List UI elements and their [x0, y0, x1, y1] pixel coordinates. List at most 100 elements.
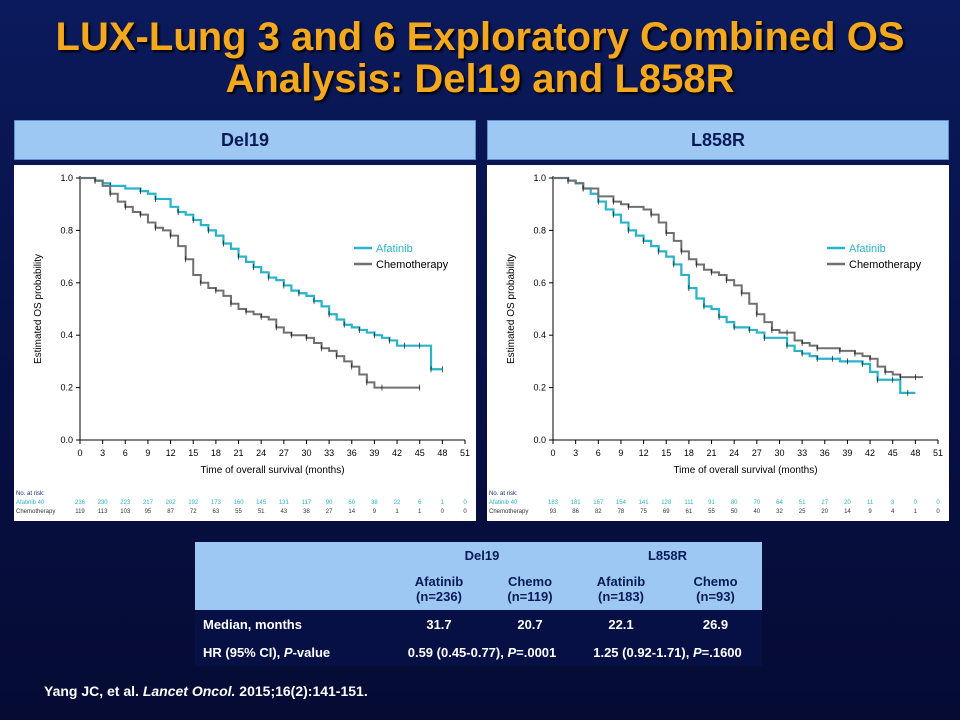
column-header: Afatinib (n=183) — [573, 568, 669, 610]
x-tick-label: 24 — [729, 448, 739, 458]
x-tick-label: 48 — [910, 448, 920, 458]
at-risk-value: 3 — [891, 500, 895, 506]
at-risk-value: 6 — [418, 500, 422, 506]
x-tick-label: 21 — [234, 448, 244, 458]
x-tick-label: 30 — [301, 448, 311, 458]
at-risk-value: 1 — [418, 509, 422, 515]
x-tick-label: 0 — [550, 448, 555, 458]
median-value: 22.1 — [573, 610, 669, 638]
at-risk-value: 145 — [256, 500, 267, 506]
x-tick-label: 33 — [324, 448, 334, 458]
at-risk-value: 14 — [348, 509, 355, 515]
at-risk-value: 22 — [394, 500, 401, 506]
y-tick-label: 1.0 — [60, 173, 73, 183]
hr-row-label: HR (95% CI), P-value — [195, 638, 391, 666]
km-chart-svg: 0 3 6 9 12 15 18 21 24 27 30 33 36 39 42 45 48 510.00.20.… — [16, 173, 470, 515]
y-tick-label: 0.8 — [60, 225, 73, 235]
km-curve-afatinib — [80, 176, 443, 371]
at-risk-value: 230 — [98, 500, 109, 506]
at-risk-value: 202 — [166, 500, 177, 506]
slide-title-line-1: LUX-Lung 3 and 6 Exploratory Combined OS — [55, 15, 905, 59]
km-chart-svg: 0 3 6 9 12 15 18 21 24 27 30 33 36 39 42 45 48 510.00.20.… — [489, 173, 943, 515]
hr-value-l858r: 1.25 (0.92-1.71), P=.1600 — [573, 638, 762, 666]
x-tick-label: 24 — [256, 448, 266, 458]
at-risk-value: 91 — [708, 500, 715, 506]
at-risk-value: 55 — [235, 509, 242, 515]
hr-row: HR (95% CI), P-value 0.59 (0.45-0.77), P… — [195, 638, 762, 666]
median-value: 20.7 — [487, 610, 573, 638]
at-risk-value: 0 — [463, 509, 467, 515]
x-tick-label: 36 — [347, 448, 357, 458]
at-risk-value: 27 — [821, 500, 828, 506]
x-tick-label: 18 — [211, 448, 221, 458]
y-tick-label: 0.0 — [60, 435, 73, 445]
y-tick-label: 0.0 — [533, 435, 546, 445]
at-risk-value: 9 — [868, 509, 872, 515]
x-tick-label: 3 — [100, 448, 105, 458]
at-risk-value: 78 — [618, 509, 625, 515]
del19-panel-header: Del19 — [14, 120, 476, 160]
y-tick-label: 0.8 — [533, 225, 546, 235]
x-tick-label: 39 — [842, 448, 852, 458]
at-risk-value: 117 — [302, 500, 312, 506]
at-risk-value: 43 — [280, 509, 287, 515]
at-risk-value: 38 — [303, 509, 310, 515]
at-risk-value: 86 — [572, 509, 579, 515]
group-header-del19: Del19 — [391, 542, 573, 568]
at-risk-value: 1 — [441, 500, 445, 506]
l858r-panel-label: L858R — [690, 129, 746, 150]
at-risk-value: 60 — [348, 500, 355, 506]
at-risk-value: 50 — [731, 509, 738, 515]
x-axis-title: Time of overall survival (months) — [200, 465, 344, 476]
y-axis-title: Estimated OS probability — [33, 254, 44, 364]
at-risk-value: 181 — [571, 500, 582, 506]
median-value: 26.9 — [669, 610, 762, 638]
at-risk-value: 0 — [936, 500, 940, 506]
at-risk-value: 14 — [844, 509, 851, 515]
at-risk-value: 80 — [731, 500, 738, 506]
at-risk-value: 51 — [258, 509, 265, 515]
x-tick-label: 30 — [774, 448, 784, 458]
at-risk-value: 40 — [753, 509, 760, 515]
at-risk-value: 167 — [593, 500, 604, 506]
at-risk-value: 154 — [616, 500, 627, 506]
x-tick-label: 3 — [573, 448, 578, 458]
y-tick-label: 1.0 — [533, 173, 546, 183]
at-risk-value: 173 — [211, 500, 222, 506]
del19-panel-label: Del19 — [220, 129, 270, 150]
x-tick-label: 15 — [661, 448, 671, 458]
at-risk-value: 90 — [326, 500, 333, 506]
at-risk-value: 119 — [75, 509, 85, 515]
at-risk-value: 64 — [776, 500, 783, 506]
median-row-label: Median, months — [195, 610, 391, 638]
x-tick-label: 36 — [820, 448, 830, 458]
slide-title-line-2: Analysis: Del19 and L858R — [225, 57, 735, 101]
x-tick-label: 6 — [123, 448, 128, 458]
at-risk-value: 1 — [395, 509, 399, 515]
at-risk-value: 1 — [914, 509, 918, 515]
at-risk-value: 69 — [663, 509, 670, 515]
at-risk-value: 4 — [891, 509, 895, 515]
at-risk-value: 223 — [120, 500, 131, 506]
x-tick-label: 27 — [279, 448, 289, 458]
x-tick-label: 51 — [460, 448, 470, 458]
legend-label: Chemotherapy — [849, 259, 922, 271]
at-risk-value: 27 — [326, 509, 333, 515]
at-risk-value: 192 — [188, 500, 199, 506]
x-tick-label: 42 — [392, 448, 402, 458]
x-tick-label: 48 — [437, 448, 447, 458]
y-tick-label: 0.4 — [533, 330, 546, 340]
at-risk-value: 128 — [661, 500, 672, 506]
at-risk-value: 87 — [167, 509, 174, 515]
at-risk-header: No. at risk: — [489, 491, 518, 497]
x-tick-label: 45 — [888, 448, 898, 458]
at-risk-value: 131 — [279, 500, 290, 506]
y-tick-label: 0.4 — [60, 330, 73, 340]
x-tick-label: 33 — [797, 448, 807, 458]
legend-label: Chemotherapy — [376, 259, 449, 271]
x-tick-label: 21 — [707, 448, 717, 458]
at-risk-row-label: Chemotherapy — [489, 509, 528, 515]
l858r-km-chart: 0 3 6 9 12 15 18 21 24 27 30 33 36 39 42 45 48 51 0.0 0.2 0.… — [487, 165, 949, 521]
at-risk-value: 51 — [799, 500, 806, 506]
median-value: 31.7 — [391, 610, 487, 638]
